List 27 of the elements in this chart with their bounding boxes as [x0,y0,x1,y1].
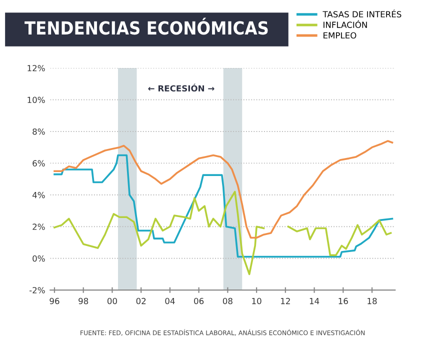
y-tick-label: 6% [32,160,45,166]
x-tick-label: 00 [107,298,117,304]
x-tick-label: 08 [222,298,232,304]
y-tick-label: 12% [28,64,45,72]
y-tick-label: 2% [32,224,45,230]
legend-label: INFLACIÓN [324,20,367,28]
x-tick-label: 06 [194,298,204,304]
chart-title: TENDENCIAS ECONÓMICAS [24,18,268,35]
line-series [54,154,394,258]
line-series [54,140,394,239]
x-tick-label: 96 [50,298,60,304]
legend-label: TASAS DE INTERÉS [322,10,402,18]
y-tick-label: 8% [32,128,45,135]
x-tick-label: 98 [78,298,88,304]
y-tick-label: -2% [29,287,45,294]
annotation: ← RECESIÓN → [148,84,214,92]
x-tick-label: 16 [338,298,348,304]
x-tick-label: 10 [252,298,262,304]
x-tick-label: 02 [136,298,146,304]
y-tick-label: 4% [32,192,45,198]
x-tick-label: 18 [368,298,377,304]
y-tick-label: 10% [28,96,45,104]
x-tick-label: 04 [165,298,175,304]
y-tick-label: 0% [32,255,45,262]
x-tick-label: 12 [281,298,290,304]
x-tick-label: 14 [310,298,320,304]
legend-label: EMPLEO [324,32,356,39]
